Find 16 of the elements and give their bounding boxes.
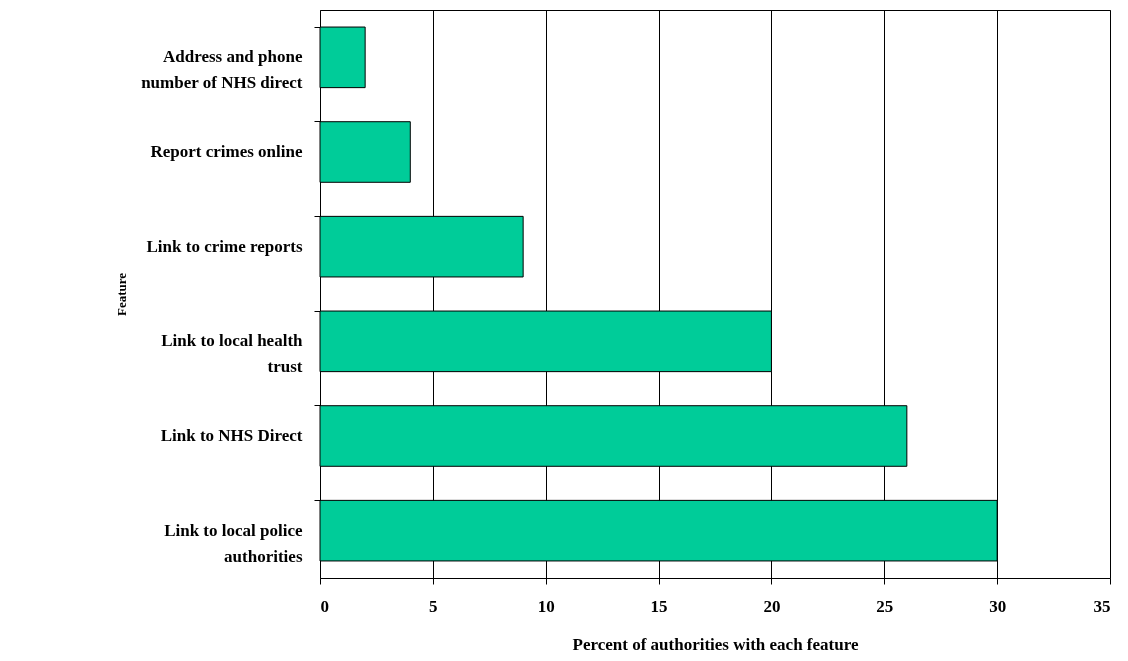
y-tick-label: Address and phone number of NHS direct <box>141 47 303 93</box>
y-axis-title: Feature <box>113 272 129 317</box>
y-tick-label: Report crimes online <box>150 142 303 161</box>
x-tick-label: 35 <box>1093 596 1111 616</box>
y-tick-label: Link to local health trust <box>161 331 304 377</box>
y-tick-label: Link to local police authorities <box>164 520 303 566</box>
x-tick-label: 10 <box>537 596 555 616</box>
y-tick-label: Link to NHS Direct <box>160 426 303 445</box>
x-tick-label: 20 <box>763 596 781 616</box>
x-axis-title: Percent of authorities with each feature <box>572 634 859 654</box>
x-tick-label: 25 <box>876 596 894 616</box>
x-tick-label: 15 <box>650 596 668 616</box>
x-tick-label: 30 <box>989 596 1007 616</box>
y-tick-label: Link to crime reports <box>146 236 303 256</box>
x-tick-label: 5 <box>429 596 438 616</box>
x-tick-label: 0 <box>320 596 329 616</box>
